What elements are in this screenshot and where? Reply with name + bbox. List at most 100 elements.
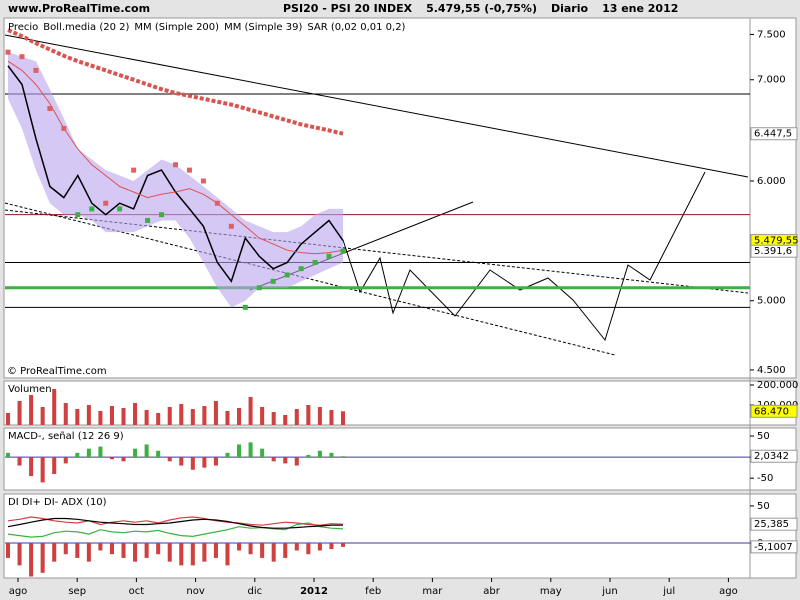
sar-dot bbox=[340, 248, 346, 254]
bar bbox=[283, 543, 288, 558]
bar bbox=[63, 457, 68, 464]
plot-layer bbox=[5, 28, 750, 310]
bar bbox=[294, 457, 299, 466]
x-tick-label: nov bbox=[186, 586, 204, 597]
sar-dot bbox=[214, 200, 220, 206]
bar bbox=[63, 543, 68, 555]
sar-dot bbox=[103, 200, 109, 206]
bar bbox=[144, 543, 149, 558]
sar-dot bbox=[131, 167, 137, 173]
bar bbox=[294, 543, 299, 551]
bar bbox=[86, 405, 91, 425]
projection bbox=[342, 171, 706, 342]
sar-dot bbox=[326, 253, 332, 259]
bar bbox=[121, 543, 126, 558]
bar bbox=[156, 543, 161, 555]
value-label-text: 6.447,5 bbox=[754, 129, 792, 140]
bar bbox=[86, 543, 91, 562]
bar bbox=[40, 457, 45, 483]
x-tick-label: feb bbox=[365, 586, 381, 597]
header-date: 13 ene 2012 bbox=[602, 2, 678, 15]
sar-dot bbox=[89, 206, 95, 212]
bar bbox=[63, 403, 68, 425]
bollinger-band bbox=[8, 52, 343, 308]
bar bbox=[213, 457, 218, 466]
header-title: PSI20 - PSI 20 INDEX bbox=[283, 2, 413, 15]
y-tick-label: 7.500 bbox=[757, 29, 786, 40]
legend-entry: Boll.media (20 2) bbox=[43, 22, 129, 33]
bar bbox=[294, 409, 299, 425]
x-tick-label: jul bbox=[662, 586, 675, 597]
bar bbox=[248, 397, 253, 425]
bar bbox=[190, 409, 195, 425]
bar bbox=[306, 543, 311, 555]
bar bbox=[109, 406, 114, 425]
bar bbox=[329, 543, 334, 550]
header-quote: 5.479,55 (-0,75%) bbox=[426, 2, 537, 15]
value-label: 6.447,5 bbox=[750, 127, 798, 141]
bar bbox=[306, 454, 311, 458]
bar bbox=[98, 543, 103, 551]
value-label-box bbox=[750, 540, 798, 554]
sar-dot bbox=[117, 206, 123, 212]
bar bbox=[109, 543, 114, 555]
bar bbox=[329, 410, 334, 425]
sar-dot bbox=[159, 212, 165, 218]
x-tick-label: ago bbox=[719, 586, 738, 597]
bar bbox=[271, 543, 276, 562]
bar bbox=[179, 457, 184, 466]
bar bbox=[306, 405, 311, 425]
x-tick-label: abr bbox=[483, 586, 500, 597]
bar bbox=[225, 543, 230, 566]
bar bbox=[317, 543, 322, 551]
value-label-text: 5.391,6 bbox=[754, 246, 792, 257]
bar bbox=[17, 543, 22, 566]
bar bbox=[98, 446, 103, 458]
sar-dot bbox=[242, 304, 248, 310]
bar bbox=[98, 411, 103, 425]
bar bbox=[317, 407, 322, 425]
bar bbox=[133, 543, 138, 562]
bar bbox=[260, 407, 265, 425]
value-label-box bbox=[750, 127, 798, 141]
sar-dot bbox=[145, 217, 151, 223]
y-tick-label: 4.500 bbox=[757, 365, 786, 376]
bar bbox=[167, 407, 172, 425]
value-label-text: 5.479,55 bbox=[754, 236, 799, 247]
bar bbox=[248, 543, 253, 555]
site-name: www.ProRealTime.com bbox=[8, 2, 150, 15]
panel-title: DI DI+ DI- ADX (10) bbox=[8, 497, 107, 508]
bar bbox=[5, 543, 11, 558]
value-label-text: 2,0342 bbox=[754, 451, 789, 462]
plot-layer bbox=[5, 442, 750, 483]
header-period: Diario bbox=[551, 2, 589, 15]
bar bbox=[340, 411, 346, 425]
legend-entry: MM (Simple 39) bbox=[224, 22, 302, 33]
bar bbox=[144, 410, 149, 425]
bar bbox=[75, 543, 80, 558]
x-tick-label: sep bbox=[68, 586, 86, 597]
value-label-text: -5,1007 bbox=[754, 542, 793, 553]
legend-entry: Precio bbox=[8, 22, 38, 33]
sar-dot bbox=[5, 49, 11, 55]
bar bbox=[52, 543, 57, 562]
bar bbox=[167, 457, 172, 462]
value-label-text: 25,385 bbox=[754, 519, 789, 530]
sar-dot bbox=[270, 278, 276, 284]
sar-dot bbox=[47, 106, 53, 112]
bar bbox=[29, 395, 34, 425]
bar bbox=[86, 448, 91, 458]
bar bbox=[52, 457, 57, 474]
bar bbox=[225, 452, 230, 458]
sar-dot bbox=[228, 223, 234, 229]
bar bbox=[202, 406, 207, 425]
bar bbox=[75, 452, 80, 458]
trend-line bbox=[4, 34, 749, 178]
bar bbox=[225, 411, 230, 425]
x-tick-label: may bbox=[540, 586, 562, 597]
bar bbox=[237, 444, 242, 458]
value-label: -5,1007 bbox=[750, 540, 798, 554]
bar bbox=[202, 543, 207, 562]
x-tick-label: dic bbox=[247, 586, 262, 597]
legend-entry: MM (Simple 200) bbox=[134, 22, 219, 33]
